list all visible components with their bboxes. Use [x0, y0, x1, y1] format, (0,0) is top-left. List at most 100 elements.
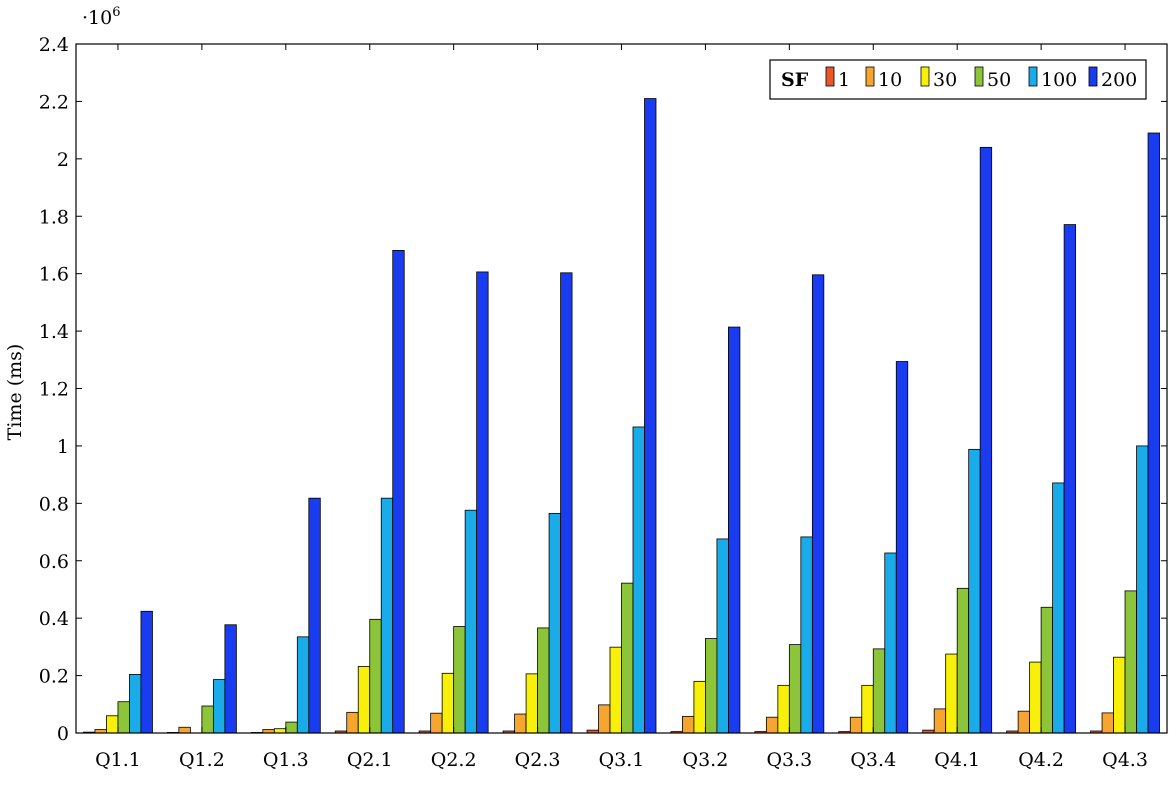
y-tick-label: 0.2 — [39, 666, 69, 688]
bar-Q3-1-sf-100 — [632, 426, 645, 734]
y-tick-label: 0 — [57, 723, 69, 745]
x-tick-label: Q4.3 — [1102, 749, 1148, 771]
bar-Q2-3-sf-30 — [525, 673, 538, 734]
bar-Q3-2-sf-100 — [716, 538, 729, 734]
legend-swatch-sf-200 — [1088, 66, 1098, 87]
y-tick-label: 1.6 — [39, 264, 69, 286]
bar-Q1-1-sf-200 — [140, 610, 153, 734]
bar-Q4-2-sf-50 — [1040, 606, 1054, 734]
bar-Q2-3-sf-100 — [548, 512, 561, 734]
bar-Q3-4-sf-10 — [849, 716, 863, 734]
bar-Q1-3-sf-100 — [296, 636, 310, 734]
x-tick-label: Q1.2 — [179, 749, 225, 771]
bars-layer — [83, 98, 1160, 734]
bar-Q1-2-sf-200 — [224, 624, 237, 734]
bar-Q2-1-sf-30 — [357, 666, 371, 734]
bar-Q4-2-sf-30 — [1029, 661, 1042, 734]
bar-Q4-1-sf-10 — [933, 708, 947, 734]
y-scale-multiplier: ·106 — [82, 5, 121, 29]
x-tick-label: Q2.2 — [431, 749, 477, 771]
legend-label-sf-10: 10 — [878, 69, 902, 91]
bar-Q4-3-sf-10 — [1101, 712, 1114, 734]
y-tick-label: 0.4 — [39, 608, 69, 630]
bar-Q3-1-sf-200 — [644, 98, 657, 734]
bar-Q2-3-sf-50 — [537, 627, 550, 734]
y-tick-label: 1.4 — [39, 321, 69, 343]
legend-swatch-sf-10 — [865, 66, 875, 87]
x-tick-label: Q1.3 — [263, 749, 309, 771]
y-scale-base: ·10 — [82, 7, 112, 29]
legend: SF 1 10 30 50 100 200 — [769, 59, 1147, 100]
x-tick-label: Q4.2 — [1018, 749, 1064, 771]
y-tick-label: 1.8 — [39, 206, 69, 228]
bar-Q2-2-sf-200 — [476, 271, 489, 734]
bar-Q2-2-sf-10 — [430, 712, 443, 734]
bar-Q2-3-sf-10 — [514, 713, 527, 734]
bar-Q3-2-sf-30 — [693, 680, 706, 734]
x-ticks: Q1.1 Q1.2 Q1.3 Q2.1 Q2.2 Q2.3 Q3.1 Q3.2 Q3.3 Q3.4… — [95, 44, 1148, 771]
bar-Q3-3-sf-30 — [777, 684, 790, 734]
bar-Q4-3-sf-200 — [1147, 132, 1160, 734]
y-scale-exponent: 6 — [112, 5, 120, 20]
y-ticks: 0 0.2 0.4 0.6 0.8 1 1.2 1.4 1.6 1.8 2 2.2 2.4 — [39, 34, 1167, 745]
bar-Q3-3-sf-10 — [765, 716, 779, 734]
y-tick-label: 1 — [57, 436, 69, 458]
bar-Q4-1-sf-30 — [945, 653, 958, 734]
bar-Q2-1-sf-50 — [369, 618, 382, 734]
bar-Q1-3-sf-50 — [285, 721, 298, 734]
x-tick-label: Q4.1 — [934, 749, 980, 771]
bar-Q4-2-sf-200 — [1063, 224, 1077, 734]
x-tick-label: Q1.1 — [95, 749, 141, 771]
bar-Q3-3-sf-50 — [788, 644, 802, 734]
bar-Q4-2-sf-10 — [1017, 710, 1031, 734]
x-tick-label: Q3.1 — [599, 749, 645, 771]
bar-Q1-1-sf-50 — [117, 701, 130, 734]
bar-Q3-4-sf-50 — [872, 648, 886, 734]
x-tick-label: Q3.4 — [850, 749, 896, 771]
bar-Q4-2-sf-100 — [1052, 482, 1065, 734]
bar-Q1-2-sf-50 — [201, 705, 214, 734]
bar-Q3-1-sf-50 — [621, 582, 634, 734]
bar-Q1-3-sf-30 — [273, 728, 287, 734]
legend-label-sf-50: 50 — [987, 69, 1011, 91]
bar-Q2-2-sf-100 — [464, 509, 478, 734]
bar-Q3-2-sf-200 — [728, 326, 741, 734]
bar-Q3-2-sf-50 — [705, 638, 718, 734]
bar-Q4-1-sf-200 — [979, 146, 993, 734]
legend-label-sf-1: 1 — [838, 69, 850, 91]
y-tick-label: 2.2 — [39, 91, 69, 113]
legend-label-sf-100: 100 — [1041, 69, 1077, 91]
bar-Q1-3-sf-200 — [308, 497, 321, 734]
legend-swatch-sf-50 — [974, 66, 984, 87]
bar-Q4-1-sf-50 — [956, 587, 970, 734]
bar-Q2-1-sf-100 — [380, 497, 394, 734]
bar-Q2-3-sf-200 — [560, 272, 573, 734]
bar-Q4-1-sf-100 — [968, 448, 981, 734]
legend-swatch-sf-30 — [920, 66, 930, 87]
bar-Q3-3-sf-200 — [811, 274, 825, 734]
bar-Q4-3-sf-100 — [1136, 445, 1149, 734]
bar-Q1-1-sf-100 — [129, 674, 142, 734]
bar-Q3-3-sf-100 — [800, 536, 813, 734]
legend-title: SF — [781, 69, 809, 91]
bar-Q4-3-sf-30 — [1113, 656, 1126, 734]
bar-Q3-4-sf-30 — [861, 684, 874, 734]
bar-Q4-3-sf-50 — [1124, 590, 1137, 734]
bar-Q3-4-sf-200 — [895, 361, 909, 734]
y-tick-label: 0.6 — [39, 551, 69, 573]
y-tick-label: 2 — [57, 149, 69, 171]
x-tick-label: Q3.3 — [766, 749, 812, 771]
bar-Q3-2-sf-10 — [682, 715, 695, 734]
bar-Q3-1-sf-10 — [598, 704, 611, 734]
legend-label-sf-200: 200 — [1101, 69, 1137, 91]
y-tick-label: 1.2 — [39, 379, 69, 401]
x-tick-label: Q2.3 — [515, 749, 561, 771]
bar-Q1-1-sf-30 — [106, 715, 119, 734]
legend-swatch-sf-1 — [825, 66, 835, 87]
bar-Q2-1-sf-200 — [392, 250, 405, 734]
bar-Q3-4-sf-100 — [884, 552, 897, 734]
y-tick-label: 2.4 — [39, 34, 69, 56]
x-tick-label: Q3.2 — [683, 749, 729, 771]
x-tick-label: Q2.1 — [347, 749, 393, 771]
